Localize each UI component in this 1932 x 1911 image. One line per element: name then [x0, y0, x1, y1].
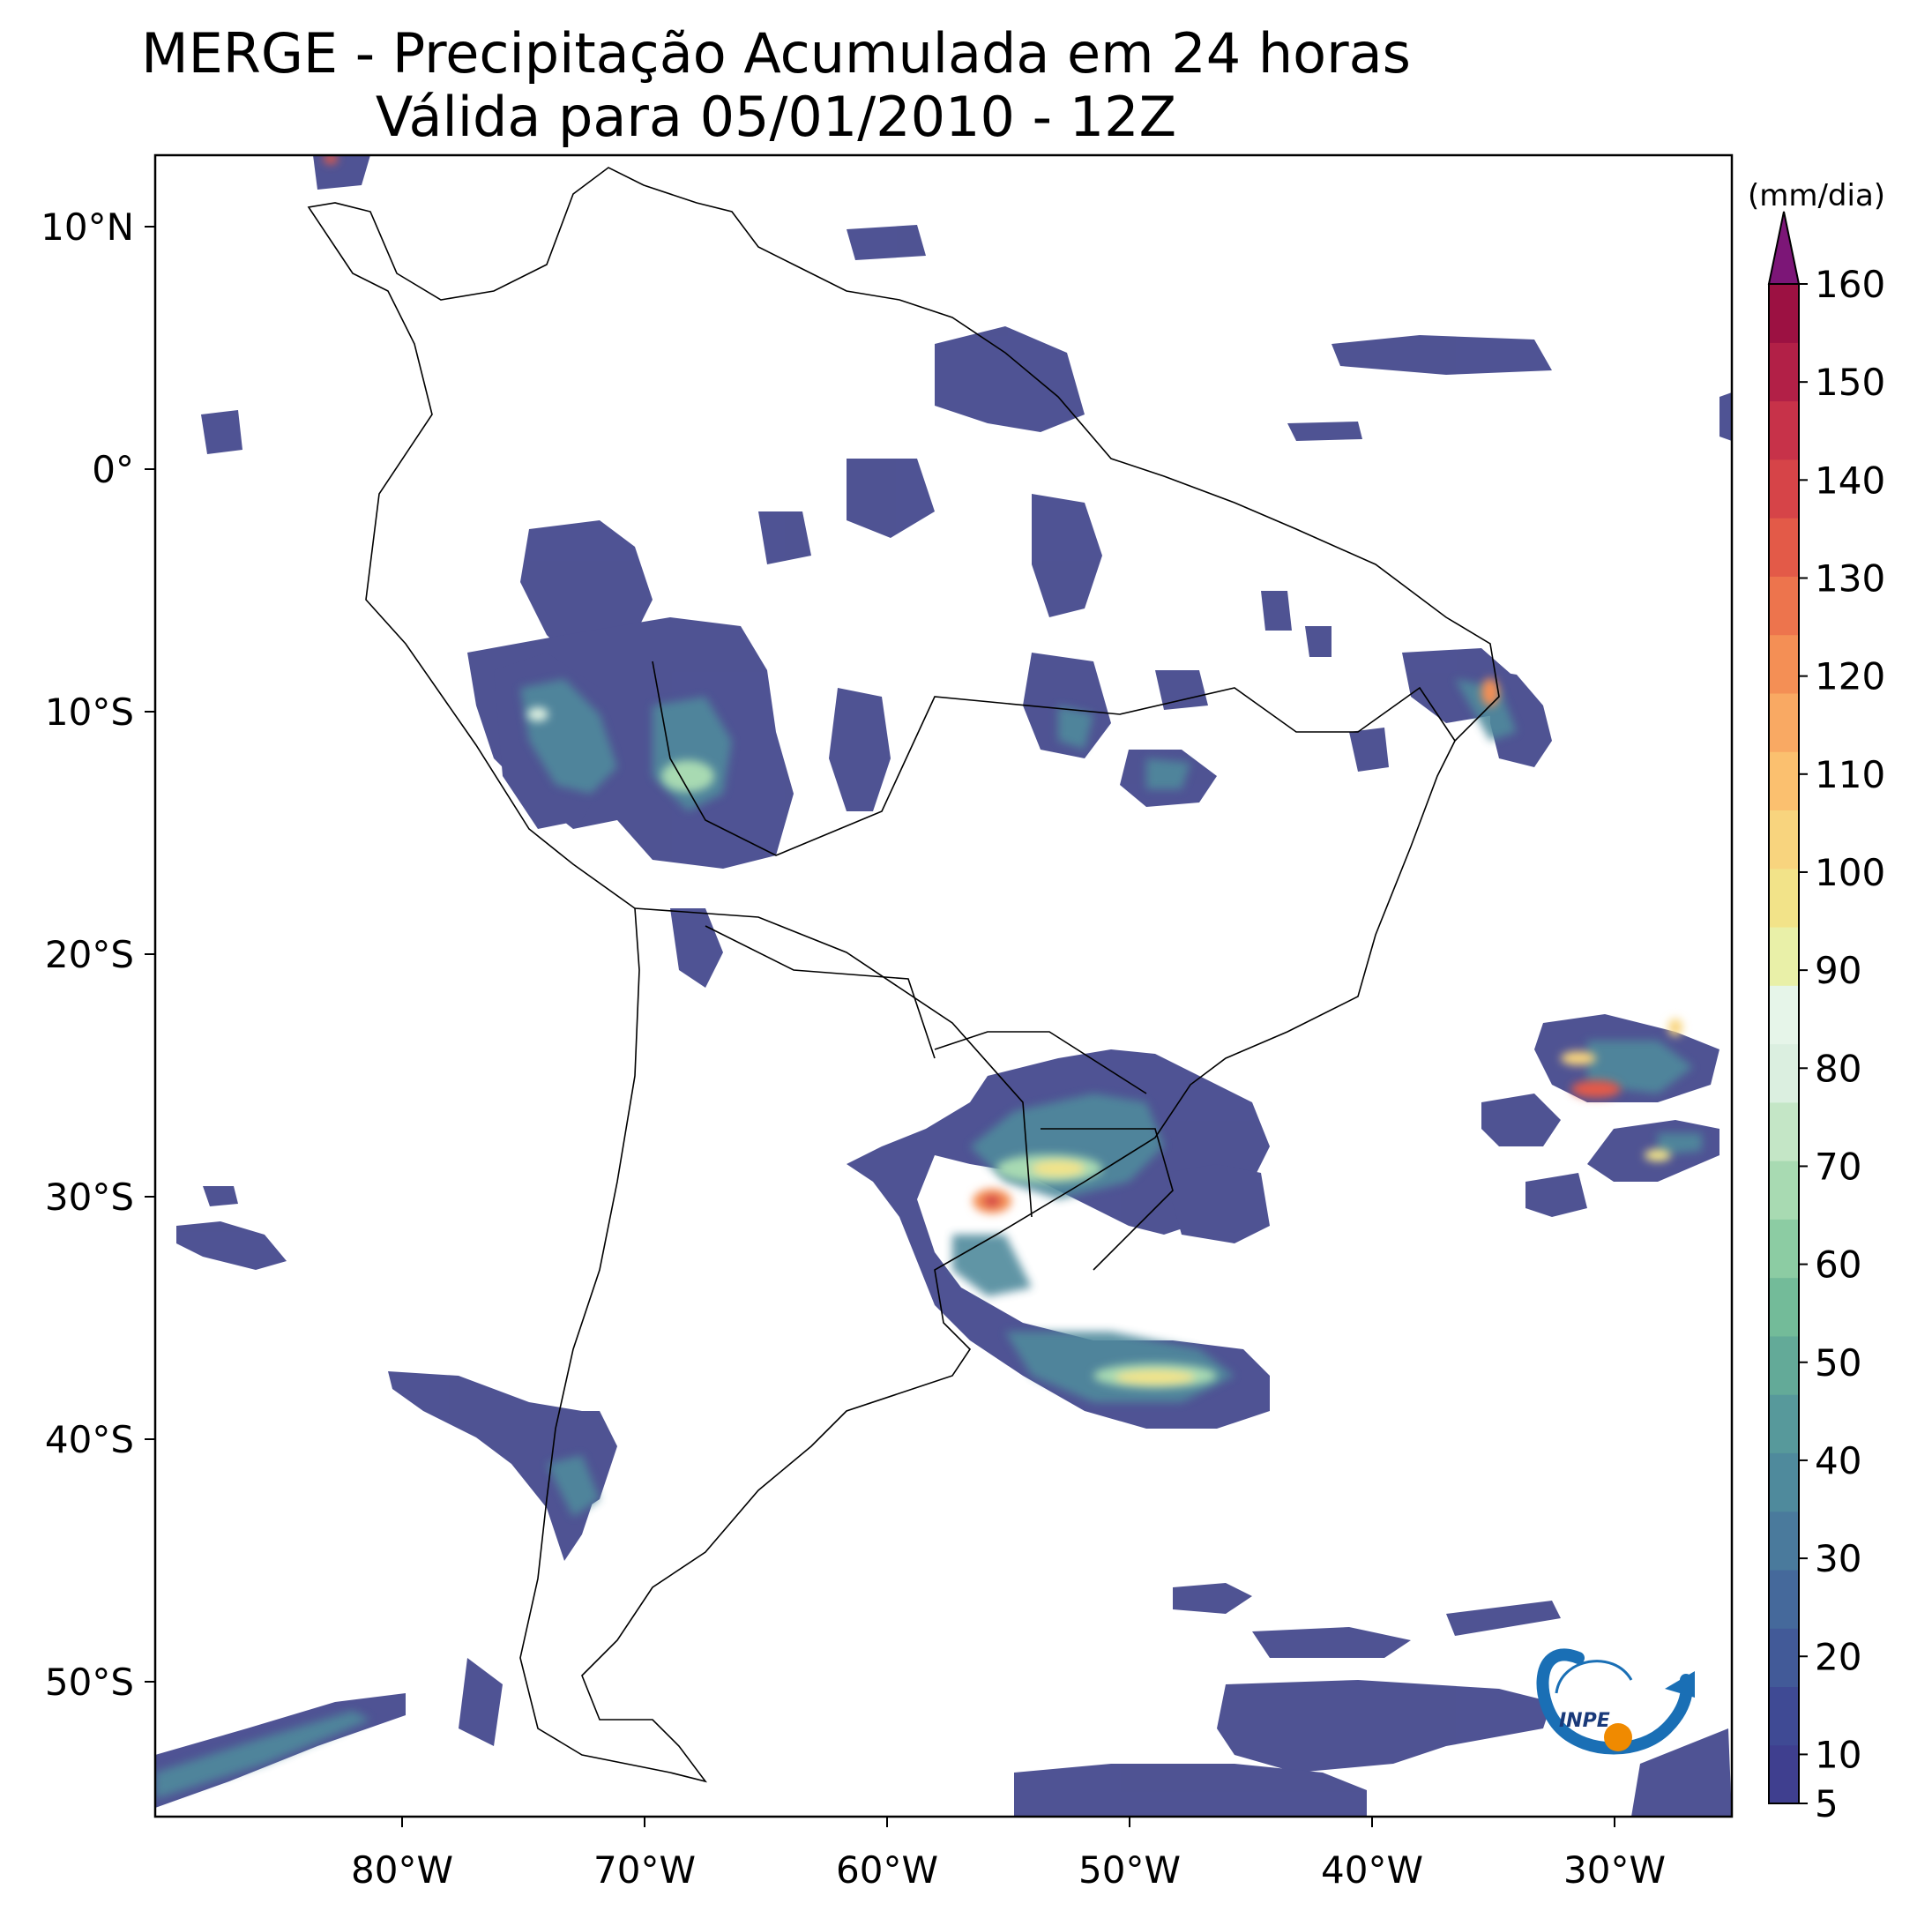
colorbar-frame — [1768, 283, 1800, 1804]
colorbar-tick-label: 10 — [1815, 1733, 1861, 1776]
south-america-coastline — [307, 167, 1500, 1783]
colorbar-band — [1769, 342, 1799, 402]
colorbar-band — [1769, 868, 1799, 928]
colorbar-tick-label: 120 — [1815, 655, 1885, 698]
rain-area-northeast-coast — [1490, 670, 1552, 767]
colorbar: (mm/dia) 5 10 20 30 40 50 60 70 80 90 100 110 120 130… — [1748, 178, 1885, 1825]
colorbar-tick-label: 20 — [1815, 1635, 1861, 1678]
colorbar-tick-label: 50 — [1815, 1341, 1861, 1385]
colorbar-band — [1769, 751, 1799, 811]
colorbar-band — [1769, 518, 1799, 577]
colorbar-tick-label: 160 — [1815, 263, 1885, 306]
colorbar-band — [1769, 400, 1799, 460]
colorbar-tick-label: 100 — [1815, 851, 1885, 894]
x-tick-label: 80°W — [351, 1848, 453, 1892]
colorbar-band — [1769, 692, 1799, 752]
colorbar-band — [1769, 1277, 1799, 1337]
colorbar-band — [1769, 1686, 1799, 1746]
colorbar-unit-label: (mm/dia) — [1748, 178, 1885, 213]
colorbar-band — [1769, 284, 1799, 343]
x-tick-label: 30°W — [1563, 1848, 1666, 1892]
x-tick-label: 50°W — [1078, 1848, 1181, 1892]
colorbar-tick-label: 140 — [1815, 459, 1885, 502]
map-title-line1: MERGE - Precipitação Acumulada em 24 hor… — [141, 21, 1411, 86]
colorbar-tick-label: 150 — [1815, 361, 1885, 404]
rain-area-southern-brazil-argentina — [847, 1049, 1270, 1429]
logo-text: INPE — [1559, 1710, 1610, 1732]
colorbar-band — [1769, 1101, 1799, 1161]
map-frame — [153, 153, 1734, 1818]
logo-orbit — [1555, 1660, 1633, 1694]
inpe-logo: INPE — [1536, 1648, 1695, 1755]
colorbar-band — [1769, 634, 1799, 694]
colorbar-tick-label: 110 — [1815, 753, 1885, 796]
colorbar-band — [1769, 810, 1799, 870]
colorbar-band — [1769, 576, 1799, 636]
colorbar-band — [1769, 1452, 1799, 1512]
y-tick-label: 40°S — [45, 1418, 134, 1461]
x-tick-label: 70°W — [593, 1848, 696, 1892]
y-tick-label: 50°S — [45, 1661, 134, 1704]
rain-area-south-atlantic — [1217, 1680, 1552, 1773]
colorbar-band — [1769, 985, 1799, 1045]
colorbar-band — [1769, 926, 1799, 986]
colorbar-extend-arrow — [1767, 211, 1801, 285]
map-title-line2: Válida para 05/01/2010 - 12Z — [375, 85, 1177, 149]
x-tick-label: 60°W — [836, 1848, 938, 1892]
colorbar-band — [1769, 1219, 1799, 1279]
axis-ticks — [145, 226, 1615, 1827]
colorbar-band — [1769, 1511, 1799, 1571]
coastlines-and-borders — [307, 167, 1500, 1783]
logo-arc — [1536, 1648, 1693, 1755]
y-tick-label: 10°N — [41, 205, 134, 249]
colorbar-band — [1769, 1335, 1799, 1395]
colorbar-tick-label: 30 — [1815, 1537, 1861, 1580]
colorbar-tick-label: 40 — [1815, 1439, 1861, 1482]
y-tick-label: 20°S — [45, 933, 134, 976]
rain-area-rondonia — [829, 688, 891, 811]
precipitation-field — [155, 155, 1732, 1817]
colorbar-tick-label: 60 — [1815, 1243, 1861, 1287]
colorbar-band — [1769, 459, 1799, 519]
y-tick-label: 30°S — [45, 1176, 134, 1219]
colorbar-tick-label: 5 — [1815, 1782, 1839, 1825]
colorbar-tick-label: 70 — [1815, 1145, 1861, 1188]
colorbar-band — [1769, 1043, 1799, 1103]
colorbar-band — [1769, 1628, 1799, 1688]
colorbar-band — [1769, 1744, 1799, 1804]
y-tick-label: 10°S — [45, 690, 134, 734]
y-tick-label: 0° — [92, 448, 134, 491]
colorbar-tick-label: 90 — [1815, 949, 1861, 992]
x-tick-label: 40°W — [1321, 1848, 1423, 1892]
colorbar-band — [1769, 1394, 1799, 1453]
colorbar-tick-label: 80 — [1815, 1047, 1861, 1090]
colorbar-tick-label: 130 — [1815, 556, 1885, 600]
rain-area-guianas — [935, 326, 1085, 432]
colorbar-band — [1769, 1569, 1799, 1629]
logo-dot — [1604, 1723, 1632, 1751]
colorbar-band — [1769, 1161, 1799, 1220]
brazil-border-sketch — [652, 661, 1456, 856]
